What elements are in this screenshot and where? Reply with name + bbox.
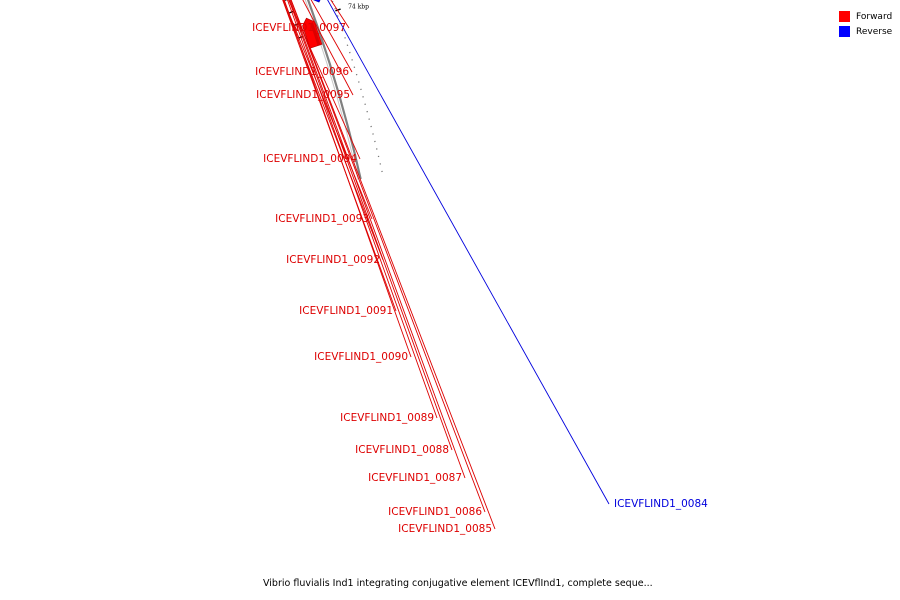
gene-label[interactable]: ICEVFLIND1_0089: [340, 412, 434, 424]
ruler-tick: [335, 8, 341, 12]
legend-reverse-label: Reverse: [856, 26, 893, 37]
gene-label[interactable]: ICEVFLIND1_0086: [388, 506, 482, 518]
gene-label[interactable]: ICEVFLIND1_0087: [368, 472, 462, 484]
reverse-swatch: [839, 26, 850, 37]
legend: Forward Reverse: [839, 9, 892, 39]
gene-label-leader: [283, 0, 412, 358]
legend-forward-label: Forward: [856, 11, 893, 22]
backbone-outer: [306, 0, 362, 180]
legend-item-forward: Forward: [839, 9, 892, 24]
gene-label[interactable]: ICEVFLIND1_0085: [398, 523, 492, 535]
gene-label[interactable]: ICEVFLIND1_0091: [299, 305, 393, 317]
gene-label-leader: [289, 0, 466, 479]
gene-label[interactable]: ICEVFLIND1_0093: [275, 213, 369, 225]
gene-label-leader: [283, 0, 373, 220]
legend-item-reverse: Reverse: [839, 24, 892, 39]
gene-label[interactable]: ICEVFLIND1_0088: [355, 444, 449, 456]
gene-label-leader: [290, 0, 496, 530]
map-caption: Vibrio fluvialis Ind1 integrating conjug…: [263, 578, 653, 589]
gene-label-leader: [287, 0, 438, 419]
gene-label-leader: [327, 0, 610, 505]
gene-label-leader: [290, 0, 486, 513]
backbone-inner: [304, 0, 359, 180]
gene-label[interactable]: ICEVFLIND1_0096: [255, 66, 349, 78]
ruler-tick-label: 74 kbp: [348, 3, 369, 10]
gene-label-leader: [310, 0, 353, 73]
gene-label[interactable]: ICEVFLIND1_0094: [263, 153, 357, 165]
gene-label-leader: [302, 0, 354, 96]
gene-label[interactable]: ICEVFLIND1_0092: [286, 254, 380, 266]
gene-shading: [310, 22, 321, 46]
gene-label-leader: [288, 0, 361, 160]
gene-label[interactable]: ICEVFLIND1_0090: [314, 351, 408, 363]
gene-label-leader: [282, 0, 397, 312]
gene-label[interactable]: ICEVFLIND1_0084: [614, 498, 708, 510]
forward-swatch: [839, 11, 850, 22]
gene-arrow[interactable]: [308, 0, 323, 3]
gene-label[interactable]: ICEVFLIND1_0095: [256, 89, 350, 101]
gene-label-leader: [288, 0, 453, 451]
